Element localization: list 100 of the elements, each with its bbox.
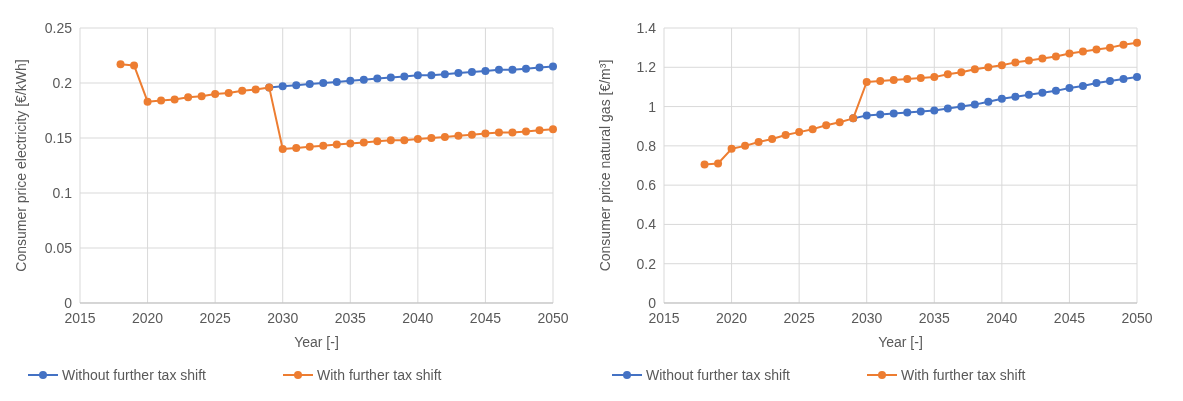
point bbox=[1010, 92, 1019, 101]
y-tick-label: 0.25 bbox=[44, 20, 73, 36]
point bbox=[238, 86, 247, 95]
point bbox=[211, 90, 220, 98]
legend-label: With further tax shift bbox=[317, 367, 442, 383]
point bbox=[467, 130, 476, 139]
point bbox=[170, 95, 179, 104]
point bbox=[1010, 58, 1019, 67]
point bbox=[902, 108, 911, 117]
point bbox=[1105, 77, 1114, 86]
point bbox=[929, 106, 938, 115]
point bbox=[1051, 86, 1060, 95]
point bbox=[781, 131, 790, 140]
point bbox=[251, 85, 260, 94]
x-tick-label: 2035 bbox=[334, 310, 367, 326]
point bbox=[224, 88, 233, 97]
point bbox=[916, 107, 925, 116]
point bbox=[754, 137, 763, 146]
point bbox=[278, 145, 287, 153]
point bbox=[902, 75, 911, 84]
point bbox=[278, 82, 287, 91]
point bbox=[1132, 73, 1141, 82]
point bbox=[835, 118, 844, 127]
point bbox=[1064, 49, 1073, 58]
point bbox=[386, 73, 395, 82]
point bbox=[359, 138, 368, 147]
point bbox=[740, 141, 749, 150]
point bbox=[916, 74, 925, 83]
x-tick-label: 2045 bbox=[469, 310, 502, 326]
point bbox=[970, 65, 979, 74]
point bbox=[767, 134, 776, 143]
point bbox=[373, 137, 382, 146]
point bbox=[943, 70, 952, 79]
x-tick-label: 2030 bbox=[267, 310, 299, 326]
point bbox=[889, 109, 898, 118]
point bbox=[305, 142, 314, 151]
point bbox=[808, 125, 817, 134]
point bbox=[319, 141, 328, 150]
x-tick-label: 2015 bbox=[64, 310, 96, 326]
y-tick-label: 0.05 bbox=[44, 240, 73, 256]
point bbox=[700, 160, 709, 169]
point bbox=[400, 136, 409, 145]
point bbox=[535, 63, 544, 72]
point bbox=[997, 61, 1006, 70]
point bbox=[454, 69, 463, 78]
x-tick-label: 2020 bbox=[715, 310, 747, 326]
point bbox=[1118, 75, 1127, 84]
point bbox=[713, 159, 722, 168]
y-tick-label: 0 bbox=[64, 295, 73, 311]
y-tick-label: 0.6 bbox=[636, 177, 656, 194]
point bbox=[400, 72, 409, 81]
x-tick-label: 2025 bbox=[199, 310, 231, 326]
point bbox=[508, 128, 517, 137]
x-tick-label: 2015 bbox=[647, 310, 680, 326]
point bbox=[862, 111, 871, 120]
point bbox=[143, 97, 152, 106]
point bbox=[1132, 38, 1141, 47]
point bbox=[184, 93, 193, 102]
x-axis-title: Year [-] bbox=[877, 334, 923, 350]
x-tick-label: 2035 bbox=[918, 310, 950, 326]
point bbox=[549, 125, 557, 134]
point bbox=[386, 136, 395, 145]
x-tick-label: 2020 bbox=[131, 310, 164, 326]
x-tick-label: 2025 bbox=[783, 310, 815, 326]
point bbox=[727, 144, 736, 153]
point bbox=[1024, 56, 1033, 65]
point bbox=[467, 68, 476, 76]
point bbox=[440, 70, 449, 79]
point bbox=[413, 135, 422, 144]
point bbox=[943, 104, 952, 113]
point bbox=[1091, 79, 1100, 87]
point bbox=[494, 128, 503, 137]
point bbox=[292, 81, 301, 90]
point bbox=[1051, 52, 1060, 61]
y-axis-title: Consumer price electricity [€/kWh] bbox=[13, 59, 29, 272]
point bbox=[481, 129, 490, 138]
point bbox=[454, 131, 463, 140]
point bbox=[1105, 43, 1114, 52]
point bbox=[862, 78, 871, 87]
point bbox=[116, 60, 125, 69]
point bbox=[346, 76, 355, 85]
point bbox=[440, 132, 449, 141]
x-axis-title: Year [-] bbox=[294, 334, 339, 350]
point bbox=[1064, 83, 1073, 92]
point bbox=[983, 97, 992, 106]
point bbox=[1024, 90, 1033, 99]
point bbox=[997, 94, 1006, 103]
point bbox=[508, 65, 517, 74]
point bbox=[983, 63, 992, 72]
point bbox=[1078, 47, 1087, 56]
point bbox=[1037, 88, 1046, 97]
point bbox=[1118, 40, 1127, 49]
y-tick-label: 0.4 bbox=[636, 216, 656, 233]
point bbox=[494, 65, 503, 74]
point bbox=[875, 77, 884, 86]
point bbox=[305, 80, 314, 89]
point bbox=[1091, 45, 1100, 54]
x-tick-label: 2050 bbox=[1120, 310, 1153, 326]
y-tick-label: 1.4 bbox=[636, 20, 656, 36]
point bbox=[956, 102, 965, 111]
